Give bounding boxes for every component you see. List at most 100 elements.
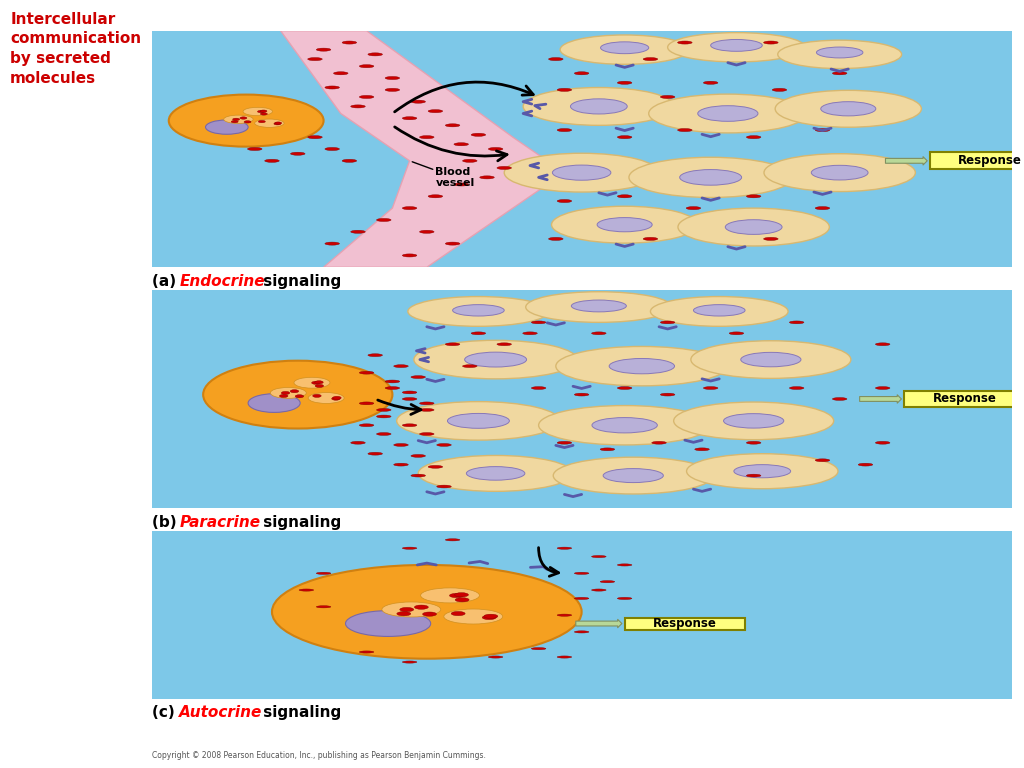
- Ellipse shape: [740, 353, 801, 367]
- Ellipse shape: [248, 147, 262, 151]
- Ellipse shape: [411, 455, 425, 457]
- Ellipse shape: [437, 485, 452, 488]
- Ellipse shape: [833, 398, 847, 400]
- Ellipse shape: [668, 32, 805, 62]
- Ellipse shape: [454, 183, 468, 186]
- Ellipse shape: [455, 593, 468, 597]
- Ellipse shape: [697, 106, 758, 121]
- Ellipse shape: [504, 154, 659, 192]
- Ellipse shape: [428, 195, 442, 198]
- Ellipse shape: [471, 332, 485, 335]
- Ellipse shape: [445, 124, 460, 127]
- Ellipse shape: [703, 386, 718, 389]
- Ellipse shape: [316, 572, 331, 574]
- Ellipse shape: [169, 94, 324, 147]
- Text: Blood
vessel: Blood vessel: [435, 167, 475, 188]
- Ellipse shape: [678, 208, 829, 246]
- Ellipse shape: [385, 77, 399, 80]
- Ellipse shape: [574, 631, 589, 633]
- Ellipse shape: [746, 442, 761, 444]
- Ellipse shape: [482, 615, 497, 620]
- Ellipse shape: [617, 136, 632, 139]
- Ellipse shape: [523, 88, 675, 125]
- Ellipse shape: [674, 402, 834, 440]
- FancyBboxPatch shape: [930, 152, 1024, 169]
- Ellipse shape: [280, 395, 288, 398]
- Ellipse shape: [592, 622, 606, 624]
- Ellipse shape: [816, 47, 863, 58]
- Ellipse shape: [232, 118, 240, 121]
- Ellipse shape: [415, 605, 428, 609]
- Ellipse shape: [333, 396, 341, 399]
- Ellipse shape: [549, 237, 563, 240]
- FancyBboxPatch shape: [904, 391, 1024, 407]
- Text: signaling: signaling: [258, 515, 341, 530]
- Ellipse shape: [592, 332, 606, 335]
- Ellipse shape: [394, 463, 409, 466]
- Text: (a): (a): [152, 274, 181, 290]
- Ellipse shape: [402, 424, 417, 427]
- Ellipse shape: [418, 455, 573, 492]
- Ellipse shape: [295, 395, 304, 398]
- Ellipse shape: [560, 35, 689, 65]
- Ellipse shape: [411, 100, 425, 103]
- Text: signaling: signaling: [258, 274, 341, 290]
- Ellipse shape: [531, 386, 546, 389]
- Ellipse shape: [396, 402, 560, 440]
- Ellipse shape: [574, 393, 589, 396]
- Ellipse shape: [686, 454, 838, 488]
- Ellipse shape: [484, 614, 498, 618]
- Ellipse shape: [402, 398, 417, 400]
- Ellipse shape: [531, 647, 546, 650]
- Ellipse shape: [377, 218, 391, 221]
- Ellipse shape: [385, 88, 399, 91]
- Ellipse shape: [402, 547, 417, 549]
- Ellipse shape: [308, 58, 323, 61]
- Ellipse shape: [203, 361, 392, 429]
- Ellipse shape: [445, 242, 460, 245]
- Ellipse shape: [592, 589, 606, 591]
- Ellipse shape: [811, 165, 868, 180]
- Ellipse shape: [399, 607, 414, 611]
- Ellipse shape: [531, 321, 546, 324]
- Ellipse shape: [452, 611, 465, 616]
- Ellipse shape: [617, 598, 632, 600]
- Ellipse shape: [711, 39, 762, 51]
- Ellipse shape: [423, 612, 436, 616]
- Ellipse shape: [876, 386, 890, 389]
- Ellipse shape: [553, 457, 714, 494]
- Ellipse shape: [571, 300, 627, 312]
- Ellipse shape: [497, 343, 511, 346]
- Ellipse shape: [643, 58, 657, 61]
- Ellipse shape: [428, 465, 442, 468]
- Ellipse shape: [408, 296, 549, 326]
- Ellipse shape: [746, 195, 761, 198]
- Ellipse shape: [397, 611, 411, 616]
- Ellipse shape: [552, 207, 697, 243]
- Ellipse shape: [556, 346, 728, 386]
- Ellipse shape: [394, 443, 409, 446]
- Ellipse shape: [463, 365, 477, 368]
- Text: Response: Response: [653, 617, 717, 630]
- Ellipse shape: [274, 122, 282, 124]
- Ellipse shape: [342, 41, 356, 44]
- Ellipse shape: [402, 117, 417, 120]
- Ellipse shape: [557, 128, 571, 131]
- Ellipse shape: [411, 474, 425, 477]
- Ellipse shape: [592, 418, 657, 433]
- Ellipse shape: [240, 117, 247, 119]
- Ellipse shape: [420, 230, 434, 233]
- Ellipse shape: [351, 230, 366, 233]
- FancyBboxPatch shape: [625, 617, 745, 630]
- Ellipse shape: [466, 467, 525, 480]
- Ellipse shape: [858, 463, 872, 466]
- Ellipse shape: [815, 207, 829, 210]
- Text: (c): (c): [152, 705, 179, 720]
- Ellipse shape: [678, 128, 692, 131]
- Ellipse shape: [695, 448, 710, 451]
- Ellipse shape: [600, 41, 649, 54]
- Ellipse shape: [686, 207, 700, 210]
- Ellipse shape: [650, 296, 788, 326]
- Ellipse shape: [316, 48, 331, 51]
- Ellipse shape: [574, 71, 589, 74]
